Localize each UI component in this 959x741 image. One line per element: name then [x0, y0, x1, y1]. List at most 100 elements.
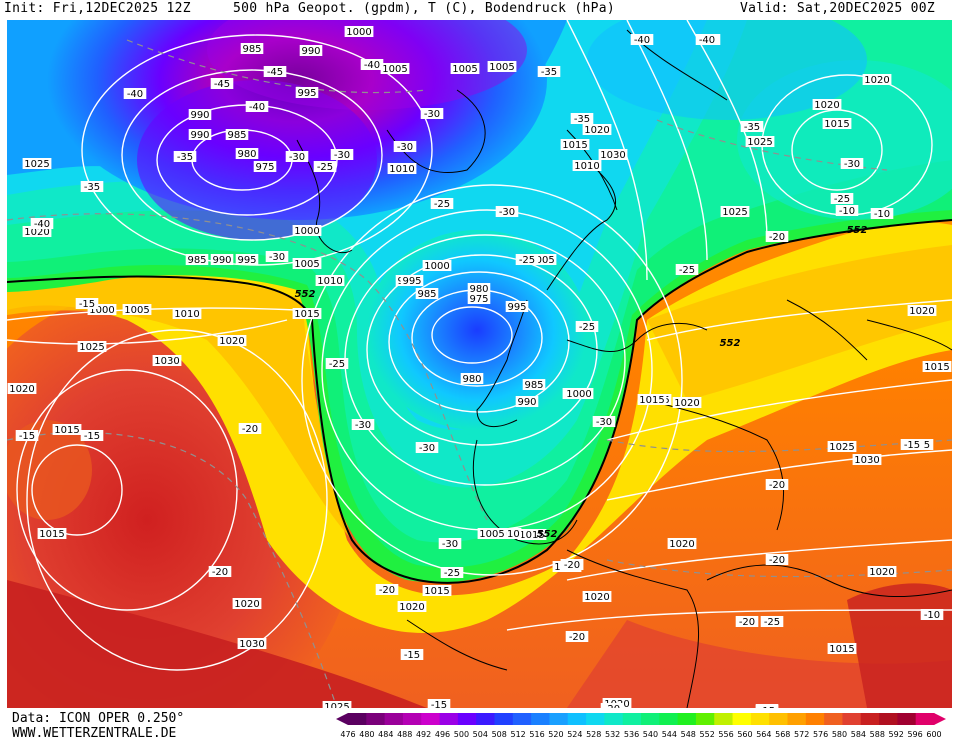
colorbar-swatch [586, 713, 605, 725]
temperature-label: -30 [334, 150, 350, 161]
colorbar-tick-label: 532 [605, 730, 620, 739]
pressure-label: 985 [187, 255, 206, 266]
pressure-label: 1005 [479, 529, 504, 540]
pressure-label: 1000 [346, 27, 371, 38]
temperature-label: -25 [764, 617, 780, 628]
pressure-label-box [152, 355, 182, 366]
pressure-label: 1005 [124, 305, 149, 316]
pressure-label-box [827, 643, 857, 654]
temperature-label: -20 [379, 585, 395, 596]
pressure-label: 1020 [9, 384, 34, 395]
data-source: Data: ICON OPER 0.250° [12, 711, 185, 726]
colorbar-swatch [787, 713, 807, 725]
pressure-label-box [672, 397, 702, 408]
temperature-label: -20 [769, 232, 785, 243]
temperature-label: -25 [834, 194, 850, 205]
pressure-label-box [862, 74, 892, 85]
pressure-label-box [582, 124, 612, 135]
pressure-label-box [322, 701, 352, 708]
pressure-label-box [720, 206, 750, 217]
colorbar-tick-label: 476 [340, 730, 355, 739]
colorbar-swatch [915, 713, 935, 725]
pressure-label-box [344, 26, 374, 37]
temperature-label: -20 [212, 567, 228, 578]
temperature-label-box [210, 78, 234, 89]
colorbar-low-arrow [336, 713, 348, 725]
temperature-label: -15 [431, 700, 447, 708]
colorbar-tick-label: 492 [416, 730, 431, 739]
temperature-label-box [735, 616, 759, 627]
temperature-label-box [351, 419, 375, 430]
colorbar-swatch [402, 713, 422, 725]
pressure-label-box [637, 394, 667, 405]
colorbar-tick-label: 480 [359, 730, 374, 739]
pressure-label-box [415, 288, 439, 299]
temperature-label: -15 [19, 431, 35, 442]
temperature-label: -30 [442, 539, 458, 550]
pressure-label-box [253, 161, 277, 172]
temperature-label: -20 [769, 480, 785, 491]
pressure-label-box [460, 373, 484, 384]
pressure-label-box [397, 601, 427, 612]
pressure-label: 1025 [24, 159, 49, 170]
colorbar-swatch [732, 713, 752, 725]
temperature-label-box [695, 34, 719, 45]
colorbar-swatch [348, 713, 367, 725]
pressure-label-box [867, 566, 897, 577]
pressure-label-box [564, 388, 594, 399]
pressure-label-box [467, 293, 491, 304]
pressure-label: 985 [227, 130, 246, 141]
pressure-label: 1030 [854, 455, 879, 466]
pressure-label: 1020 [814, 100, 839, 111]
temperature-label-box [760, 616, 784, 627]
pressure-label: 1020 [669, 539, 694, 550]
pressure-label: 1025 [324, 702, 349, 708]
colorbar-swatch [897, 713, 917, 725]
temperature-label-box [393, 141, 417, 152]
pressure-label: 1000 [566, 389, 591, 400]
pressure-label: 990 [190, 130, 209, 141]
pressure-label: 1020 [24, 227, 49, 238]
pressure-label: 1020 [864, 75, 889, 86]
website-credit: WWW.WETTERZENTRALE.DE [12, 726, 177, 741]
temperature-label: -40 [34, 219, 50, 230]
pressure-label-box [477, 528, 507, 539]
pressure-label: 975 [255, 162, 274, 173]
colorbar-swatch [494, 713, 514, 725]
temperature-label-box [755, 705, 779, 708]
pressure-label: 1030 [600, 150, 625, 161]
temperature-label-box [238, 423, 262, 434]
pressure-label: 1020 [674, 398, 699, 409]
pressure-label: 1030 [239, 639, 264, 650]
valid-time: Valid: Sat,20DEC2025 00Z [740, 1, 936, 16]
temperature-label: -20 [569, 632, 585, 643]
temperature-label: -45 [214, 79, 230, 90]
colorbar-tick-label: 560 [737, 730, 752, 739]
temperature-label-box [75, 298, 99, 309]
pressure-label-box [527, 254, 557, 265]
temperature-label-box [208, 566, 232, 577]
pressure-label: 1015 [562, 140, 587, 151]
temperature-label-box [560, 559, 584, 570]
pressure-label-box [22, 158, 52, 169]
pressure-label: 990 [212, 255, 231, 266]
coastlines [296, 29, 952, 708]
pressure-label-box [7, 383, 37, 394]
pressure-label: 995 [237, 255, 256, 266]
temperature-label-box [420, 108, 444, 119]
colorbar-swatch [622, 713, 642, 725]
pressure-label-box [387, 163, 417, 174]
pressure-label: 1005 [452, 64, 477, 75]
pressure-label-box [299, 45, 323, 56]
temperature-label-box [427, 699, 451, 708]
pressure-label: 995 [507, 302, 526, 313]
pressure-label-box [22, 226, 52, 237]
colorbar-tick-label: 516 [529, 730, 544, 739]
pressure-label: 1010 [174, 309, 199, 320]
temperature-label: -20 [564, 560, 580, 571]
pressure-label-box [422, 260, 452, 271]
pressure-label: 990 [301, 46, 320, 57]
pressure-label: 1015 [639, 395, 664, 406]
contour-552-label: 552 [847, 225, 868, 236]
temperature-label-box [515, 254, 539, 265]
